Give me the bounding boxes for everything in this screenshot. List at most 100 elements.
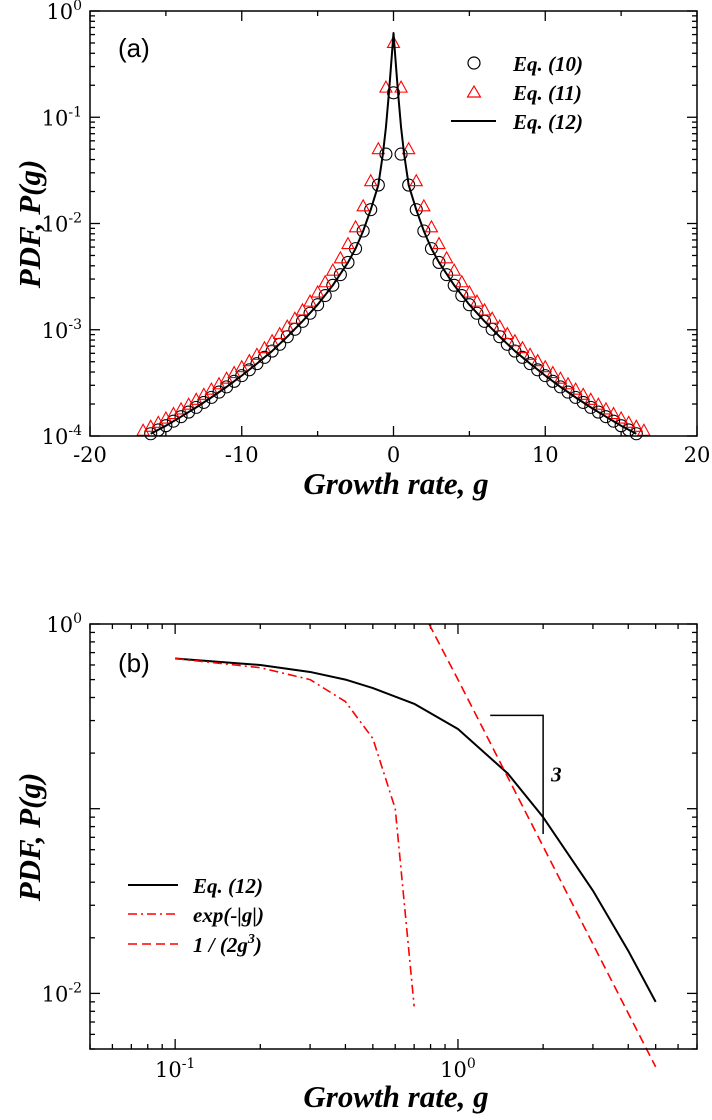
eq11-point <box>272 326 287 340</box>
eq10-point <box>606 414 621 428</box>
eq11-point <box>318 274 333 288</box>
panel-b-y-axis-title: PDF, P(g) <box>12 773 47 903</box>
eq12-curve <box>175 657 657 1003</box>
eq11-point <box>621 415 636 428</box>
legend-eq12-label: Eq. (12) <box>512 110 583 134</box>
panel-a-legend: Eq. (10) Eq. (11) Eq. (12) <box>451 52 583 134</box>
eq10-point <box>470 306 484 320</box>
eq11-point <box>530 353 545 367</box>
eq11-point <box>523 347 538 360</box>
eq10-point <box>174 410 188 424</box>
eq11-point <box>599 401 613 415</box>
slope-triangle: 3 <box>490 714 562 834</box>
eq10-point <box>455 288 469 303</box>
legend-eq10-marker <box>467 56 481 70</box>
eq11-point <box>538 359 553 373</box>
eq11-point <box>242 353 257 367</box>
eq11-point <box>462 284 477 298</box>
panel-a-x-tick-labels: -20 -10 0 10 20 <box>73 443 710 467</box>
eq10-point <box>599 410 613 424</box>
eq11-point <box>174 401 188 415</box>
eq11-point <box>371 141 386 155</box>
panel-b-legend: Eq. (12) exp(-|g|) 1 / (2g3) <box>128 874 264 957</box>
eq10-point <box>569 390 583 404</box>
eq10-point <box>553 380 567 394</box>
panel-b-label: (b) <box>118 648 150 678</box>
eq11-point <box>363 173 378 187</box>
slope-triangle-lines <box>490 714 544 834</box>
eq11-point <box>545 365 560 379</box>
panel-b-ticks <box>89 623 698 1050</box>
panel-a-y-axis-title: PDF, P(g) <box>12 160 47 290</box>
eq11-point <box>280 318 295 332</box>
eq10-point <box>364 203 378 217</box>
eq11-point <box>591 397 606 410</box>
eq11-point <box>356 198 371 212</box>
eq11-point <box>166 406 181 420</box>
panel-a-y-tick-labels: 10-4 10-3 10-2 10-1 100 <box>42 0 82 449</box>
eq10-point <box>417 224 431 238</box>
eq11-point <box>561 376 575 390</box>
x-tick-label: 10 <box>532 443 559 467</box>
eq10-point <box>584 400 598 414</box>
eq11-point <box>614 410 629 424</box>
legend-eq12-label-b: Eq. (12) <box>192 874 263 898</box>
y-tick-label: 100 <box>46 0 82 24</box>
eq10-point <box>303 306 317 320</box>
eq10-point <box>386 86 401 100</box>
panel-b-y-tick-labels: 10-2 100 <box>42 611 82 1006</box>
eq11-point <box>386 35 401 49</box>
eq11-point <box>348 219 363 233</box>
legend-powerlaw-label: 1 / (2g3) <box>193 932 262 957</box>
eq11-point <box>257 340 272 354</box>
eq11-point <box>310 284 325 298</box>
powerlaw-curve <box>428 623 657 1068</box>
eq11-point <box>447 262 462 276</box>
panel-a-x-axis-title: Growth rate, g <box>303 466 488 501</box>
eq11-point <box>303 293 317 307</box>
eq12-line <box>150 32 637 435</box>
eq10-point <box>197 395 211 409</box>
eq10-point <box>614 419 628 433</box>
eq10-point <box>409 203 423 217</box>
eq10-point <box>576 395 590 409</box>
slope-label: 3 <box>550 763 562 787</box>
eq11-point <box>576 387 591 400</box>
eq11-point <box>409 173 424 187</box>
eq11-point <box>439 250 454 264</box>
eq11-point <box>295 302 310 316</box>
eq10-point <box>629 427 643 441</box>
x-tick-label: 0 <box>387 443 400 467</box>
eq11-point <box>424 219 439 233</box>
panel-b-plot-frame <box>89 623 698 1050</box>
eq10-point <box>182 405 196 419</box>
panel-a-ticks <box>89 10 698 437</box>
x-tick-label: 100 <box>440 1056 476 1082</box>
eq10-point <box>462 298 476 312</box>
eq10-point <box>356 224 370 238</box>
eq11-point <box>454 274 469 288</box>
legend-eq11-label: Eq. (11) <box>512 81 582 105</box>
eq11-point <box>500 326 515 340</box>
eq10-point <box>591 405 605 419</box>
eq10-point <box>144 427 158 441</box>
eq10-point <box>166 414 181 428</box>
eq11-point <box>287 311 302 324</box>
eq11-point <box>583 392 598 405</box>
eq10-point <box>311 298 325 312</box>
x-tick-label: 20 <box>684 443 711 467</box>
eq11-point <box>325 262 340 276</box>
panel-a-plot-frame <box>89 10 698 437</box>
eq10-point <box>159 419 173 433</box>
panel-b-x-tick-labels: 10-1 100 <box>155 1056 476 1082</box>
exp-curve <box>175 657 415 1007</box>
y-tick-label: 10-3 <box>42 317 82 343</box>
panel-b-series <box>175 623 657 1068</box>
eq11-point <box>249 347 264 360</box>
y-tick-label: 10-4 <box>42 423 82 449</box>
eq11-point <box>606 406 621 420</box>
legend-exp-label: exp(-|g|) <box>193 903 264 927</box>
eq11-point <box>629 419 644 432</box>
legend-eq10-label: Eq. (10) <box>512 52 583 76</box>
eq11-point <box>181 397 196 410</box>
